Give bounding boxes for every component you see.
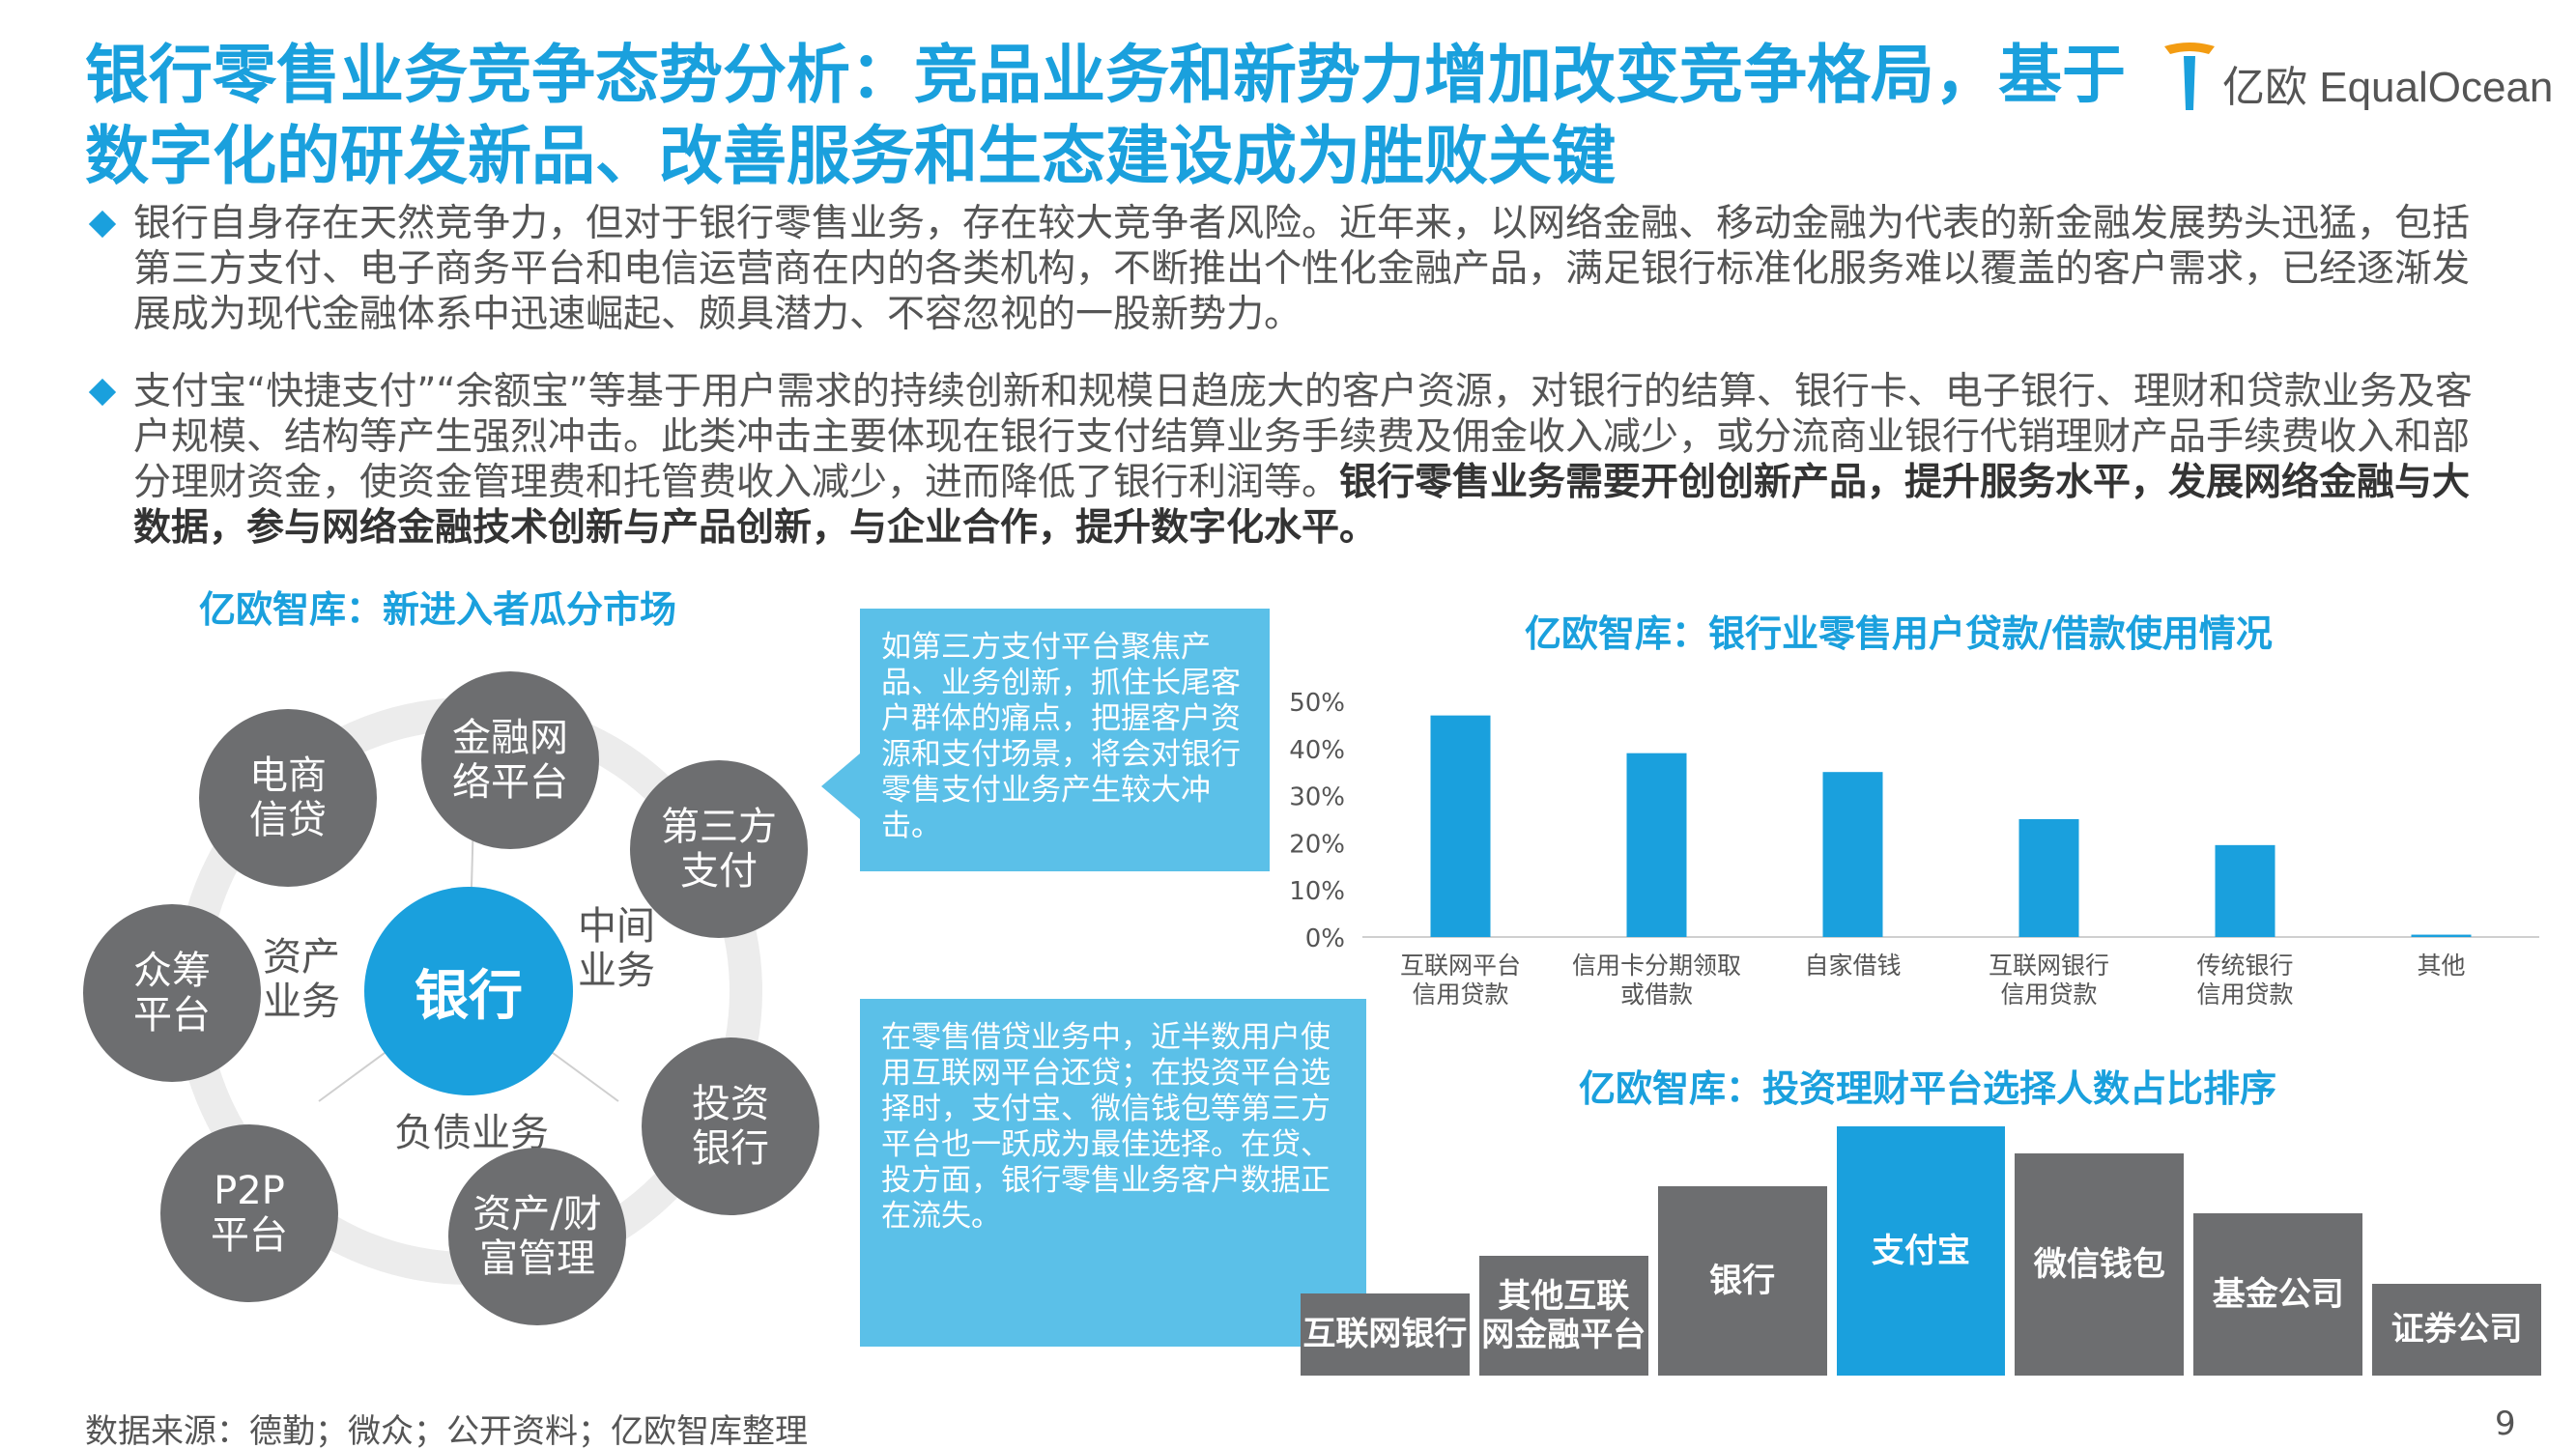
loan-usage-bar-chart: 0%10%20%30%40%50%互联网平台信用贷款信用卡分期领取或借款自家借钱…	[1289, 689, 2539, 1009]
x-category-label: 传统银行	[2196, 952, 2293, 980]
x-category-label: 信用卡分期领取	[1572, 952, 1741, 980]
node-p2p-platform: P2P 平台	[160, 1124, 338, 1302]
y-tick-label: 10%	[1289, 877, 1345, 906]
center-bank: 银行	[364, 887, 573, 1095]
callout-1: 如第三方支付平台聚焦产品、业务创新，抓住长尾客户群体的痛点，把握客户资源和支付场…	[860, 609, 1270, 871]
node-ecommerce-credit: 电商 信贷	[199, 709, 377, 887]
page-title: 银行零售业务竞争态势分析：竞品业务和新势力增加改变竞争格局，基于数字化的研发新品…	[85, 38, 2126, 193]
x-category-label: 信用贷款	[1412, 980, 1508, 1009]
node-crowdfunding-platform: 众筹 平台	[83, 904, 261, 1082]
bar	[1430, 715, 1491, 937]
y-tick-label: 50%	[1289, 689, 1345, 718]
equalocean-logo-icon	[2164, 43, 2215, 110]
x-category-label: 信用贷款	[2196, 980, 2293, 1009]
ranking-bar: 微信钱包	[2015, 1153, 2185, 1376]
x-category-label: 信用贷款	[2000, 980, 2097, 1009]
bullet-2-text: 支付宝“快捷支付”“余额宝”等基于用户需求的持续创新和规模日趋庞大的客户资源，对…	[133, 370, 2473, 504]
callout-2: 在零售借贷业务中，近半数用户使用互联网平台还贷；在投资平台选择时，支付宝、微信钱…	[860, 999, 1366, 1347]
bar	[1822, 772, 1883, 937]
investment-platform-ranking-chart: 互联网银行 其他互联 网金融平台 银行 支付宝 微信钱包 基金公司 证券公司	[1301, 1126, 2541, 1376]
node-wealth-management: 资产/财 富管理	[448, 1148, 626, 1325]
ranking-bar: 互联网银行	[1301, 1293, 1470, 1376]
bullet-2-bold-text: 银行零售业务需要开创创新产品，提升服务水平，发展网络金融与大数据，参与网络金融技…	[133, 461, 2471, 550]
x-category-label: 或借款	[1620, 980, 1693, 1009]
y-tick-label: 30%	[1289, 783, 1345, 812]
bar	[1626, 753, 1687, 937]
ranking-bar: 银行	[1657, 1185, 1827, 1376]
x-category-label: 互联网银行	[1989, 952, 2109, 980]
node-investment-bank: 投资 银行	[642, 1037, 819, 1215]
bar	[2018, 819, 2079, 937]
data-source-note: 数据来源：德勤；微众；公开资料；亿欧智库整理	[85, 1412, 808, 1449]
y-tick-label: 0%	[1305, 924, 1345, 953]
segment-asset: 资产 业务	[263, 935, 340, 1024]
bar	[2215, 844, 2275, 937]
chart1-title: 亿欧智库：银行业零售用户贷款/借款使用情况	[1525, 612, 2273, 655]
diagram-title: 亿欧智库：新进入者瓜分市场	[199, 588, 677, 631]
ranking-bar: 证券公司	[2372, 1283, 2541, 1376]
page-number: 9	[2495, 1405, 2516, 1443]
chart2-title: 亿欧智库：投资理财平台选择人数占比排序	[1579, 1067, 2277, 1110]
x-category-label: 自家借钱	[1804, 952, 1901, 980]
logo-text: 亿欧 EqualOcean	[2222, 64, 2554, 111]
ranking-bar: 基金公司	[2193, 1213, 2363, 1376]
x-category-label: 其他	[2417, 952, 2465, 980]
y-tick-label: 40%	[1289, 736, 1345, 765]
y-tick-label: 20%	[1289, 830, 1345, 859]
segment-middle: 中间 业务	[578, 904, 655, 993]
equalocean-logo: 亿欧 EqualOcean	[2161, 39, 2553, 116]
bullet-1-text: 银行自身存在天然竞争力，但对于银行零售业务，存在较大竞争者风险。近年来，以网络金…	[133, 202, 2471, 336]
x-category-label: 互联网平台	[1400, 952, 1521, 980]
bar	[2411, 934, 2472, 937]
ranking-bar: 支付宝	[1836, 1126, 2006, 1376]
node-financial-platform: 金融网 络平台	[421, 671, 599, 849]
node-third-party-payment: 第三方 支付	[630, 760, 808, 938]
ranking-bar: 其他互联 网金融平台	[1478, 1256, 1648, 1376]
